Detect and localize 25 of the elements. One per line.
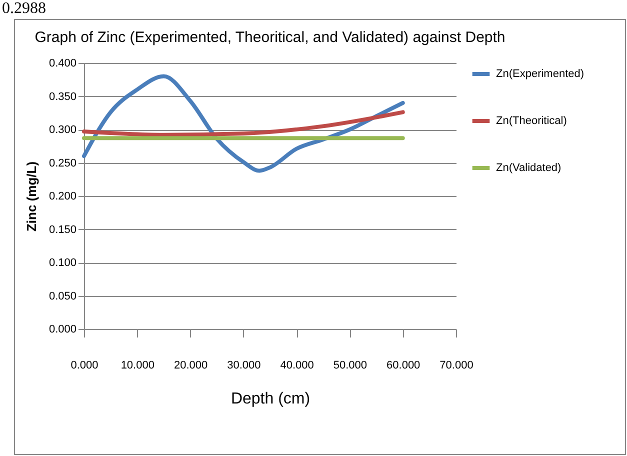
- y-tick-label: 0.100: [48, 257, 76, 269]
- y-tick-label: 0.300: [48, 124, 76, 136]
- x-axis-title: Depth (cm): [230, 390, 310, 408]
- legend-label: Zn(Experimented): [496, 68, 584, 80]
- x-tick-label: 40.000: [280, 360, 314, 372]
- y-tick-label: 0.050: [48, 290, 76, 302]
- y-tick-label: 0.000: [48, 324, 76, 336]
- x-tick-label: 70.000: [440, 360, 474, 372]
- y-tick-label: 0.200: [48, 190, 76, 202]
- x-tick-label: 0.000: [70, 360, 98, 372]
- legend-label: Zn(Validated): [496, 162, 562, 174]
- x-tick-label: 10.000: [120, 360, 154, 372]
- y-tick-label: 0.350: [48, 90, 76, 103]
- line-series: [82, 110, 405, 137]
- y-tick-label: 0.250: [48, 157, 76, 170]
- y-tick-label: 0.150: [48, 224, 76, 236]
- y-axis-title: Zinc (mg/L): [24, 161, 39, 232]
- x-tick-label: 50.000: [333, 360, 368, 372]
- chart-title: Graph of Zinc (Experimented, Theoritical, and Validated) against Depth: [34, 29, 506, 46]
- y-tick-label: 0.400: [48, 58, 76, 70]
- legend-label: Zn(Theoritical): [496, 115, 567, 127]
- x-tick-label: 20.000: [174, 360, 208, 372]
- x-tick-label: 60.000: [386, 360, 420, 372]
- text: 0.2988: [2, 0, 46, 18]
- x-tick-label: 30.000: [227, 360, 261, 372]
